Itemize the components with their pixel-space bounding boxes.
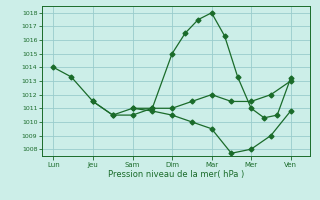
X-axis label: Pression niveau de la mer( hPa ): Pression niveau de la mer( hPa )	[108, 170, 244, 179]
